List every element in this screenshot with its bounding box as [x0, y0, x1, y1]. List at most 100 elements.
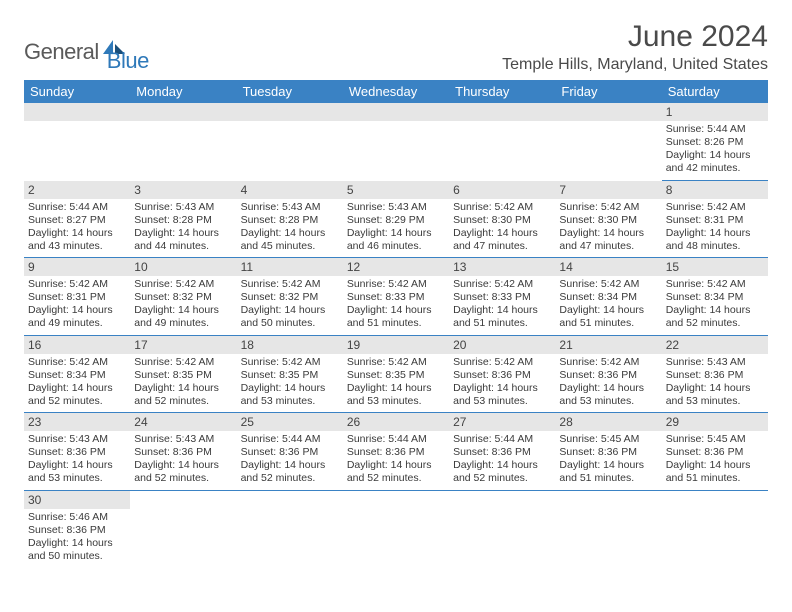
dow-tuesday: Tuesday — [237, 80, 343, 103]
calendar-cell: 10Sunrise: 5:42 AMSunset: 8:32 PMDayligh… — [130, 258, 236, 336]
sunrise-text: Sunrise: 5:44 AM — [241, 433, 339, 446]
daylight-text: Daylight: 14 hours and 52 minutes. — [666, 304, 764, 330]
calendar-cell: 18Sunrise: 5:42 AMSunset: 8:35 PMDayligh… — [237, 335, 343, 413]
sunrise-text: Sunrise: 5:42 AM — [134, 356, 232, 369]
day-body: Sunrise: 5:45 AMSunset: 8:36 PMDaylight:… — [662, 431, 768, 490]
daylight-text: Daylight: 14 hours and 52 minutes. — [347, 459, 445, 485]
day-number: 15 — [662, 258, 768, 276]
day-body — [237, 509, 343, 515]
sunset-text: Sunset: 8:36 PM — [134, 446, 232, 459]
calendar-cell: 9Sunrise: 5:42 AMSunset: 8:31 PMDaylight… — [24, 258, 130, 336]
calendar-week: 16Sunrise: 5:42 AMSunset: 8:34 PMDayligh… — [24, 335, 768, 413]
calendar-cell: 5Sunrise: 5:43 AMSunset: 8:29 PMDaylight… — [343, 180, 449, 258]
daylight-text: Daylight: 14 hours and 53 minutes. — [666, 382, 764, 408]
day-body: Sunrise: 5:42 AMSunset: 8:33 PMDaylight:… — [343, 276, 449, 335]
daylight-text: Daylight: 14 hours and 51 minutes. — [666, 459, 764, 485]
dow-saturday: Saturday — [662, 80, 768, 103]
calendar-cell: 1Sunrise: 5:44 AMSunset: 8:26 PMDaylight… — [662, 103, 768, 180]
calendar-cell — [24, 103, 130, 180]
calendar-cell: 29Sunrise: 5:45 AMSunset: 8:36 PMDayligh… — [662, 413, 768, 491]
calendar-cell: 6Sunrise: 5:42 AMSunset: 8:30 PMDaylight… — [449, 180, 555, 258]
day-body — [449, 121, 555, 127]
day-number: 6 — [449, 181, 555, 199]
day-body: Sunrise: 5:43 AMSunset: 8:28 PMDaylight:… — [237, 199, 343, 258]
day-number: 5 — [343, 181, 449, 199]
dow-thursday: Thursday — [449, 80, 555, 103]
day-body: Sunrise: 5:42 AMSunset: 8:34 PMDaylight:… — [555, 276, 661, 335]
sunset-text: Sunset: 8:36 PM — [666, 369, 764, 382]
day-body — [130, 509, 236, 515]
day-body: Sunrise: 5:44 AMSunset: 8:36 PMDaylight:… — [343, 431, 449, 490]
daylight-text: Daylight: 14 hours and 44 minutes. — [134, 227, 232, 253]
calendar-cell: 19Sunrise: 5:42 AMSunset: 8:35 PMDayligh… — [343, 335, 449, 413]
calendar-cell — [555, 103, 661, 180]
calendar-week: 30Sunrise: 5:46 AMSunset: 8:36 PMDayligh… — [24, 490, 768, 567]
day-number: 4 — [237, 181, 343, 199]
day-body: Sunrise: 5:42 AMSunset: 8:30 PMDaylight:… — [449, 199, 555, 258]
daylight-text: Daylight: 14 hours and 45 minutes. — [241, 227, 339, 253]
day-number: 25 — [237, 413, 343, 431]
daylight-text: Daylight: 14 hours and 51 minutes. — [347, 304, 445, 330]
sunrise-text: Sunrise: 5:42 AM — [666, 278, 764, 291]
dow-sunday: Sunday — [24, 80, 130, 103]
sunset-text: Sunset: 8:32 PM — [241, 291, 339, 304]
sunrise-text: Sunrise: 5:46 AM — [28, 511, 126, 524]
sunset-text: Sunset: 8:36 PM — [347, 446, 445, 459]
day-number — [662, 491, 768, 509]
calendar-cell: 22Sunrise: 5:43 AMSunset: 8:36 PMDayligh… — [662, 335, 768, 413]
day-number: 21 — [555, 336, 661, 354]
sunset-text: Sunset: 8:36 PM — [453, 446, 551, 459]
day-number: 27 — [449, 413, 555, 431]
calendar-cell — [555, 490, 661, 567]
calendar-cell: 26Sunrise: 5:44 AMSunset: 8:36 PMDayligh… — [343, 413, 449, 491]
day-number — [237, 491, 343, 509]
sunrise-text: Sunrise: 5:42 AM — [666, 201, 764, 214]
day-number: 18 — [237, 336, 343, 354]
day-body: Sunrise: 5:42 AMSunset: 8:35 PMDaylight:… — [237, 354, 343, 413]
day-body: Sunrise: 5:46 AMSunset: 8:36 PMDaylight:… — [24, 509, 130, 568]
calendar-cell: 25 Sunrise: 5:44 AMSunset: 8:36 PMDayligh… — [237, 413, 343, 491]
sunrise-text: Sunrise: 5:42 AM — [347, 356, 445, 369]
sunset-text: Sunset: 8:28 PM — [241, 214, 339, 227]
day-body — [343, 509, 449, 515]
day-number: 16 — [24, 336, 130, 354]
day-body: Sunrise: 5:44 AMSunset: 8:36 PMDaylight:… — [449, 431, 555, 490]
day-number: 14 — [555, 258, 661, 276]
logo-text-general: General — [24, 39, 99, 65]
calendar-cell: 8Sunrise: 5:42 AMSunset: 8:31 PMDaylight… — [662, 180, 768, 258]
sunrise-text: Sunrise: 5:43 AM — [241, 201, 339, 214]
day-body — [555, 509, 661, 515]
sunrise-text: Sunrise: 5:42 AM — [241, 356, 339, 369]
day-number: 28 — [555, 413, 661, 431]
calendar-cell: 23Sunrise: 5:43 AMSunset: 8:36 PMDayligh… — [24, 413, 130, 491]
sunset-text: Sunset: 8:36 PM — [559, 446, 657, 459]
day-number: 8 — [662, 181, 768, 199]
day-number — [130, 491, 236, 509]
sunrise-text: Sunrise: 5:42 AM — [347, 278, 445, 291]
day-number: 24 — [130, 413, 236, 431]
sunrise-text: Sunrise: 5:42 AM — [559, 278, 657, 291]
sunset-text: Sunset: 8:33 PM — [453, 291, 551, 304]
location: Temple Hills, Maryland, United States — [502, 56, 768, 74]
calendar-week: 1Sunrise: 5:44 AMSunset: 8:26 PMDaylight… — [24, 103, 768, 180]
day-body — [555, 121, 661, 127]
daylight-text: Daylight: 14 hours and 50 minutes. — [28, 537, 126, 563]
sunrise-text: Sunrise: 5:44 AM — [28, 201, 126, 214]
sunrise-text: Sunrise: 5:43 AM — [134, 201, 232, 214]
day-number — [130, 103, 236, 121]
calendar-cell: 4Sunrise: 5:43 AMSunset: 8:28 PMDaylight… — [237, 180, 343, 258]
calendar-cell: 2Sunrise: 5:44 AMSunset: 8:27 PMDaylight… — [24, 180, 130, 258]
daylight-text: Daylight: 14 hours and 52 minutes. — [241, 459, 339, 485]
day-body: Sunrise: 5:45 AMSunset: 8:36 PMDaylight:… — [555, 431, 661, 490]
day-number: 3 — [130, 181, 236, 199]
sunset-text: Sunset: 8:27 PM — [28, 214, 126, 227]
day-body: Sunrise: 5:42 AMSunset: 8:30 PMDaylight:… — [555, 199, 661, 258]
dow-friday: Friday — [555, 80, 661, 103]
sunset-text: Sunset: 8:35 PM — [241, 369, 339, 382]
daylight-text: Daylight: 14 hours and 53 minutes. — [453, 382, 551, 408]
sunset-text: Sunset: 8:34 PM — [559, 291, 657, 304]
sunset-text: Sunset: 8:36 PM — [241, 446, 339, 459]
day-body: Sunrise: 5:42 AMSunset: 8:34 PMDaylight:… — [24, 354, 130, 413]
sunset-text: Sunset: 8:32 PM — [134, 291, 232, 304]
calendar-cell — [449, 103, 555, 180]
